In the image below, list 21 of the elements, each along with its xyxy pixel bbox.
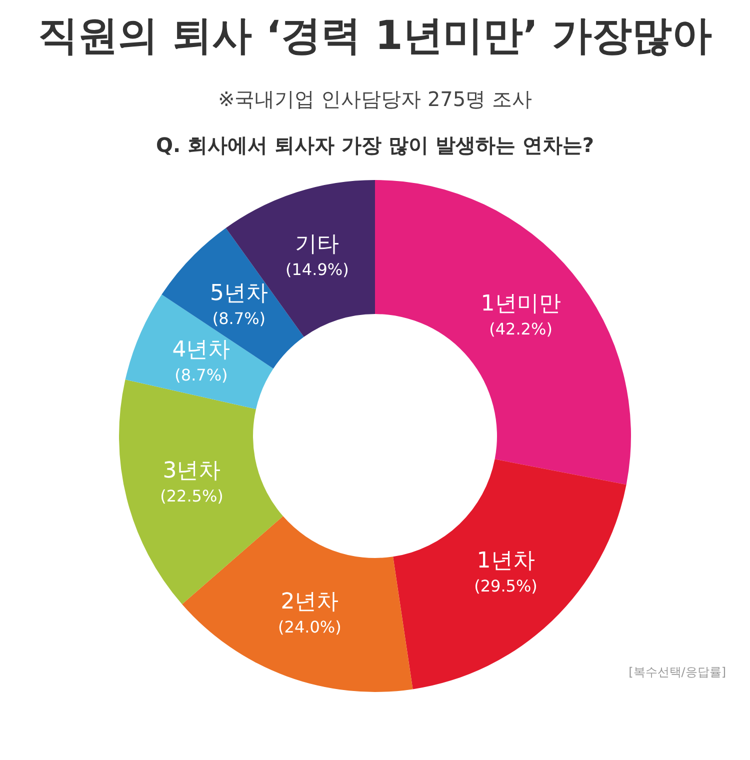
slice-label: 3년차 xyxy=(162,458,221,484)
data-label: (22.5%) xyxy=(160,486,224,506)
slice-label: 2년차 xyxy=(280,589,339,614)
slice-label: 4년차 xyxy=(172,338,230,363)
data-label: (8.7%) xyxy=(212,308,266,328)
data-label: (29.5%) xyxy=(474,576,538,596)
data-label: (8.7%) xyxy=(174,366,228,385)
donut-slice xyxy=(375,180,631,485)
data-label: (24.0%) xyxy=(278,617,342,636)
chart-title: 직원의 퇴사 ‘경력 1년미만’ 가장많아 xyxy=(37,12,713,61)
text: Q. 회사에서 퇴사자 가장 많이 발생하는 연차는? xyxy=(155,132,595,159)
chart-subtitle: ※국내기업 인사담당자 275명 조사 xyxy=(216,86,533,113)
slice-label: 1년미만 xyxy=(480,292,561,317)
data-label: (42.2%) xyxy=(489,320,552,339)
slice-label: 기타 xyxy=(295,232,340,258)
slice-label: 5년차 xyxy=(210,280,268,306)
data-label: (14.9%) xyxy=(286,260,349,280)
donut-slice xyxy=(182,516,413,692)
donut-slice xyxy=(393,459,626,690)
text: [복수선택/응답률] xyxy=(628,664,726,681)
slice-label: 1년차 xyxy=(476,548,535,574)
